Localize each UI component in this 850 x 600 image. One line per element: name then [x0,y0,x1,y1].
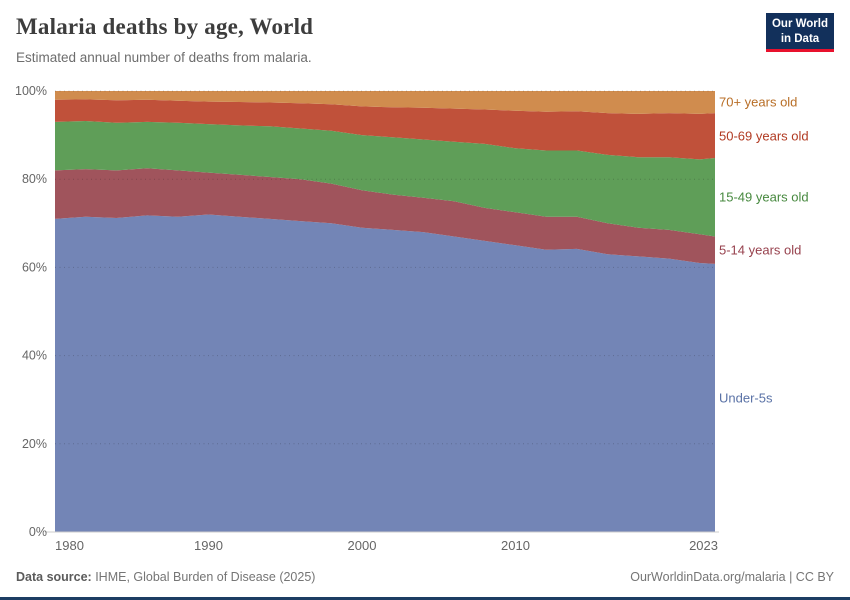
series-label-5-14-years-old[interactable]: 5-14 years old [719,242,802,258]
x-tick-label: 2000 [348,538,377,553]
series-label-50-69-years-old[interactable]: 50-69 years old [719,128,809,143]
series-label-under-5s[interactable]: Under-5s [719,390,773,406]
page-title: Malaria deaths by age, World [16,14,314,39]
y-tick-label: 40% [22,349,47,363]
attribution-link[interactable]: OurWorldinData.org/malaria | CC BY [630,570,834,584]
area-50-69-years-old[interactable] [55,99,715,160]
data-source-text: IHME, Global Burden of Disease (2025) [91,570,316,584]
y-tick-label: 60% [22,260,47,274]
x-tick-label: 2010 [501,538,530,553]
area-15-49-years-old[interactable] [55,121,715,237]
area-70-plus-years-old[interactable] [55,91,715,114]
series-label-15-49-years-old[interactable]: 15-49 years old [719,189,809,205]
y-tick-label: 80% [22,172,47,186]
owid-logo-line1: Our World [771,18,828,30]
y-tick-label: 20% [22,437,47,451]
owid-logo-line2: in Data [780,32,820,45]
x-tick-label: 1990 [194,538,223,553]
bottom-bar [0,597,850,600]
chart-subtitle: Estimated annual number of deaths from m… [16,50,312,65]
owid-logo[interactable]: Our World in Data [766,13,834,52]
area-5-14-years-old[interactable] [55,168,715,264]
x-tick-label: 2023 [689,538,718,553]
series-label-70-plus-years-old[interactable]: 70+ years old [719,94,798,110]
data-source-label: Data source: [16,570,92,584]
y-tick-label: 0% [29,525,47,539]
data-source-note: Data source: IHME, Global Burden of Dise… [16,570,315,584]
area-under-5s[interactable] [55,214,715,533]
owid-logo-accent [766,49,834,52]
y-tick-label: 100% [15,84,47,98]
x-tick-label: 1980 [55,538,84,553]
